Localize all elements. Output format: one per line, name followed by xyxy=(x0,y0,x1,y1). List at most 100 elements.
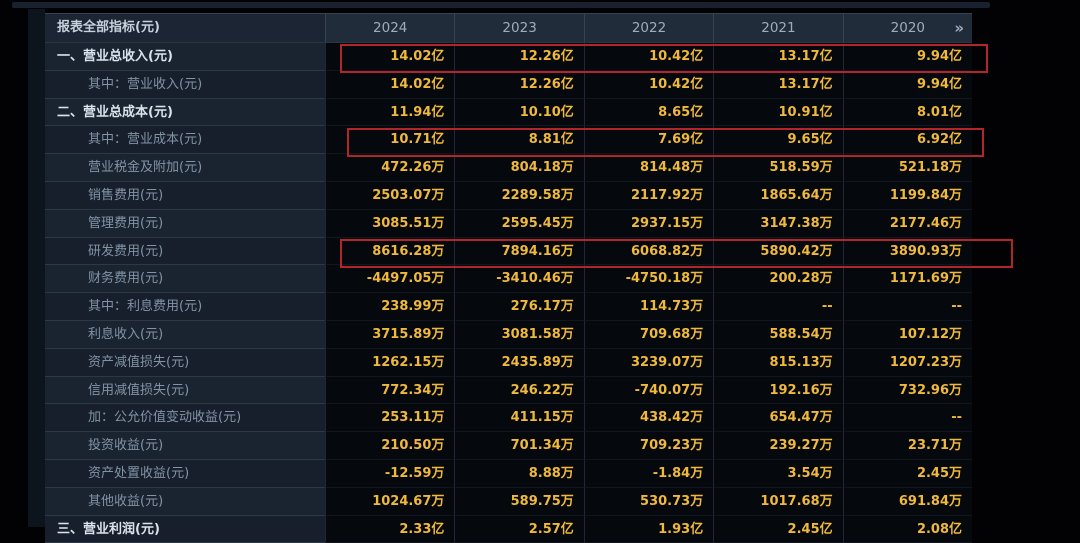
value-cell: 1865.64万 xyxy=(713,181,843,210)
value-cell: 3715.89万 xyxy=(325,320,455,349)
row-label: 信用减值损失(元) xyxy=(45,376,325,405)
value-cell: 7894.16万 xyxy=(454,237,584,266)
value-cell: 1207.23万 xyxy=(842,348,973,377)
year-column-2021[interactable]: 2021 xyxy=(713,14,843,42)
row-label: 其中：营业收入(元) xyxy=(45,70,325,99)
value-cell: 589.75万 xyxy=(454,487,584,516)
row-label: 一、营业总收入(元) xyxy=(45,43,325,71)
value-cell: -4497.05万 xyxy=(325,265,455,294)
row-label: 加：公允价值变动收益(元) xyxy=(45,404,325,433)
table-row: 营业税金及附加(元) 472.26万 804.18万 814.48万 518.59万 52… xyxy=(45,154,973,182)
value-cell: 3081.58万 xyxy=(454,320,584,349)
value-cell: 14.02亿 xyxy=(325,70,455,99)
table-row: 投资收益(元) 210.50万 701.34万 709.23万 239.27万 23.71… xyxy=(45,432,973,460)
year-column-2023[interactable]: 2023 xyxy=(454,14,584,42)
value-cell: 2937.15万 xyxy=(583,209,714,238)
value-cell: 23.71万 xyxy=(842,432,973,460)
value-cell: 8616.28万 xyxy=(325,237,455,266)
value-cell: -- xyxy=(713,293,843,321)
value-cell: 2503.07万 xyxy=(325,181,455,210)
row-label: 投资收益(元) xyxy=(45,432,325,460)
value-cell: 1199.84万 xyxy=(842,181,973,210)
year-label-2020: 2020 xyxy=(890,20,925,36)
value-cell: 8.65亿 xyxy=(583,98,714,127)
value-cell: 588.54万 xyxy=(713,320,843,349)
value-cell: 521.18万 xyxy=(842,154,973,182)
value-cell: 12.26亿 xyxy=(454,43,584,71)
value-cell: 10.42亿 xyxy=(583,43,714,71)
value-cell: -- xyxy=(842,293,973,321)
value-cell: 2.33亿 xyxy=(325,515,455,543)
year-column-2024[interactable]: 2024 xyxy=(325,14,455,42)
value-cell: -740.07万 xyxy=(583,376,714,405)
value-cell: 2435.89万 xyxy=(454,348,584,377)
row-label: 研发费用(元) xyxy=(45,237,325,266)
table-row: 其他收益(元) 1024.67万 589.75万 530.73万 1017.68万 691… xyxy=(45,487,973,516)
row-label: 管理费用(元) xyxy=(45,209,325,238)
table-row: 信用减值损失(元) 772.34万 246.22万 -740.07万 192.16万 73… xyxy=(45,376,973,405)
value-cell: 276.17万 xyxy=(454,293,584,321)
value-cell: 1171.69万 xyxy=(842,265,973,294)
value-cell: 3890.93万 xyxy=(842,237,973,266)
left-gutter xyxy=(28,9,45,527)
value-cell: 3147.38万 xyxy=(713,209,843,238)
table-row: 利息收入(元) 3715.89万 3081.58万 709.68万 588.54万 107… xyxy=(45,320,973,349)
table-row: 销售费用(元) 2503.07万 2289.58万 2117.92万 1865.64万 1… xyxy=(45,181,973,210)
value-cell: 2595.45万 xyxy=(454,209,584,238)
value-cell: 438.42万 xyxy=(583,404,714,433)
value-cell: 2.45万 xyxy=(842,459,973,488)
value-cell: 2.57亿 xyxy=(454,515,584,543)
value-cell: -- xyxy=(842,404,973,433)
top-divider-bar xyxy=(12,2,990,8)
table-row: 二、营业总成本(元) 11.94亿 10.10亿 8.65亿 10.91亿 8.01亿 xyxy=(45,98,973,127)
value-cell: 8.88万 xyxy=(454,459,584,488)
financial-indicators-table: 报表全部指标(元) 2024 2023 2022 2021 2020 » 一、营… xyxy=(45,13,973,543)
value-cell: 10.91亿 xyxy=(713,98,843,127)
row-label: 其他收益(元) xyxy=(45,487,325,516)
value-cell: 192.16万 xyxy=(713,376,843,405)
value-cell: 2177.46万 xyxy=(842,209,973,238)
value-cell: 709.68万 xyxy=(583,320,714,349)
value-cell: 200.28万 xyxy=(713,265,843,294)
value-cell: 114.73万 xyxy=(583,293,714,321)
value-cell: 9.65亿 xyxy=(713,126,843,155)
row-label: 财务费用(元) xyxy=(45,265,325,294)
value-cell: 411.15万 xyxy=(454,404,584,433)
row-label: 其中：利息费用(元) xyxy=(45,293,325,321)
value-cell: 530.73万 xyxy=(583,487,714,516)
more-years-chevron-icon[interactable]: » xyxy=(954,19,965,37)
value-cell: 701.34万 xyxy=(454,432,584,460)
year-column-2022[interactable]: 2022 xyxy=(583,14,714,42)
value-cell: 3239.07万 xyxy=(583,348,714,377)
value-cell: 246.22万 xyxy=(454,376,584,405)
value-cell: -4750.18万 xyxy=(583,265,714,294)
value-cell: 10.71亿 xyxy=(325,126,455,155)
value-cell: 8.81亿 xyxy=(454,126,584,155)
table-row: 其中：营业成本(元) 10.71亿 8.81亿 7.69亿 9.65亿 6.92亿 xyxy=(45,126,973,155)
row-label: 其中：营业成本(元) xyxy=(45,126,325,155)
table-body: 一、营业总收入(元) 14.02亿 12.26亿 10.42亿 13.17亿 9.94亿其… xyxy=(45,43,973,543)
table-row: 三、营业利润(元) 2.33亿 2.57亿 1.93亿 2.45亿 2.08亿 xyxy=(45,515,973,543)
row-label: 二、营业总成本(元) xyxy=(45,98,325,127)
value-cell: 9.94亿 xyxy=(842,43,973,71)
value-cell: -12.59万 xyxy=(325,459,455,488)
value-cell: 709.23万 xyxy=(583,432,714,460)
value-cell: 253.11万 xyxy=(325,404,455,433)
value-cell: 2289.58万 xyxy=(454,181,584,210)
value-cell: 13.17亿 xyxy=(713,70,843,99)
value-cell: -1.84万 xyxy=(583,459,714,488)
table-row: 一、营业总收入(元) 14.02亿 12.26亿 10.42亿 13.17亿 9.94亿 xyxy=(45,43,973,71)
row-label: 营业税金及附加(元) xyxy=(45,154,325,182)
year-column-2020[interactable]: 2020 » xyxy=(842,14,973,42)
value-cell: 11.94亿 xyxy=(325,98,455,127)
value-cell: 518.59万 xyxy=(713,154,843,182)
value-cell: 814.48万 xyxy=(583,154,714,182)
value-cell: 2117.92万 xyxy=(583,181,714,210)
value-cell: 691.84万 xyxy=(842,487,973,516)
value-cell: 7.69亿 xyxy=(583,126,714,155)
value-cell: 5890.42万 xyxy=(713,237,843,266)
table-header-row: 报表全部指标(元) 2024 2023 2022 2021 2020 » xyxy=(45,13,973,43)
value-cell: 1024.67万 xyxy=(325,487,455,516)
indicator-column-header: 报表全部指标(元) xyxy=(45,14,325,42)
value-cell: 772.34万 xyxy=(325,376,455,405)
